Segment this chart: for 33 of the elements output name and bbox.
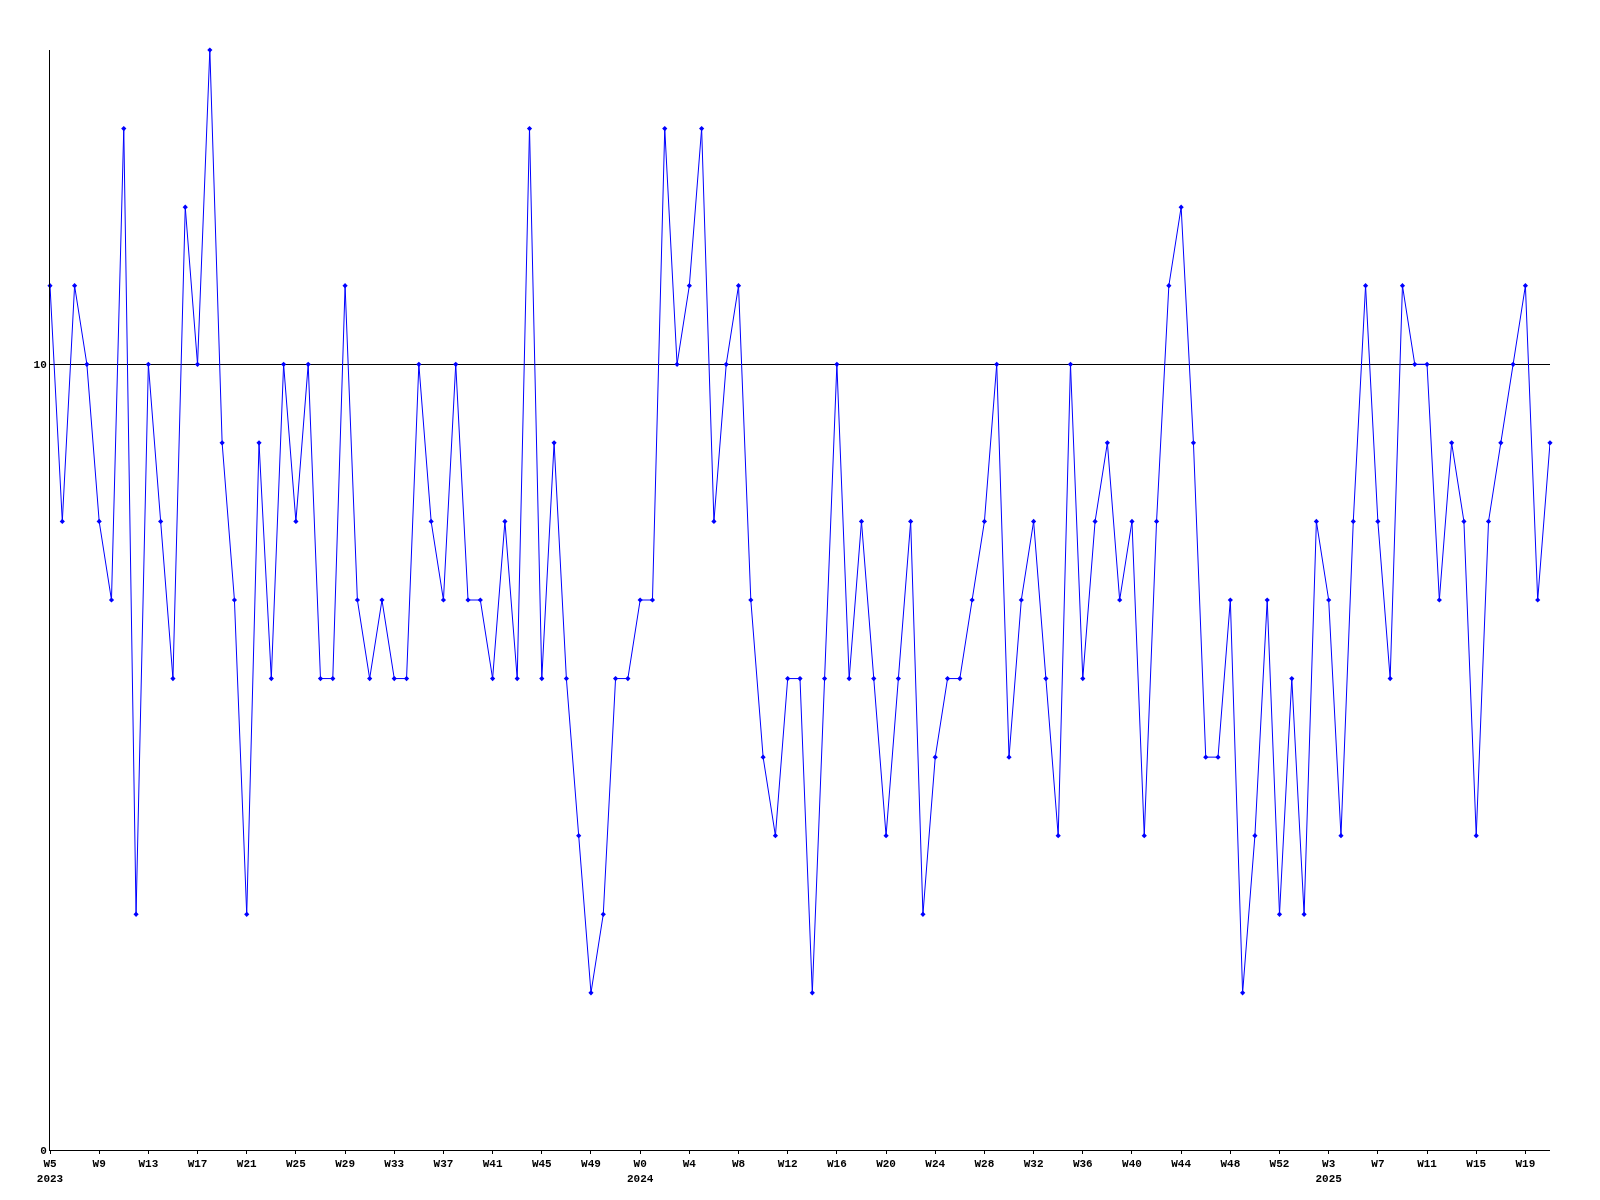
x-tick-label: W32 [1023,1158,1044,1171]
x-tick-label: W20 [876,1158,896,1171]
x-tick-label: W29 [335,1158,355,1171]
x-tick-label: W3 2025 [1315,1158,1343,1185]
x-tick-label: W49 [581,1158,601,1171]
x-tick-label: W12 [777,1158,798,1171]
x-tick-label: W7 [1371,1158,1385,1171]
x-tick-label: W11 [1417,1158,1438,1171]
x-tick-label: W37 [433,1158,454,1171]
x-tick-label: W13 [138,1158,159,1171]
x-tick-label: W24 [925,1158,946,1171]
x-tick-label: W28 [974,1158,995,1171]
x-tick-label: W16 [826,1158,847,1171]
x-tick-label: W19 [1515,1158,1536,1171]
x-tick-label: W52 [1269,1158,1290,1171]
y-tick-label: 10 [33,359,47,372]
x-tick-label: W4 [682,1158,697,1171]
x-tick-label: W41 [482,1158,503,1171]
x-tick-label: W33 [384,1158,405,1171]
x-tick-label: W36 [1072,1158,1093,1171]
x-tick-label: W15 [1466,1158,1487,1171]
x-tick-label: W17 [187,1158,208,1171]
x-tick-label: W45 [531,1158,553,1171]
x-tick-label: W5 2023 [36,1158,64,1185]
x-tick-label: W9 [92,1158,106,1171]
x-tick-label: W0 2024 [626,1158,654,1185]
y-tick-label: 0 [40,1144,47,1157]
x-tick-label: W25 [285,1158,307,1171]
x-tick-label: W40 [1122,1158,1142,1171]
x-tick-label: W8 [731,1158,746,1171]
x-tick-label: W44 [1171,1158,1192,1171]
x-tick-label: W21 [236,1158,258,1171]
x-tick-label: W48 [1220,1158,1241,1171]
